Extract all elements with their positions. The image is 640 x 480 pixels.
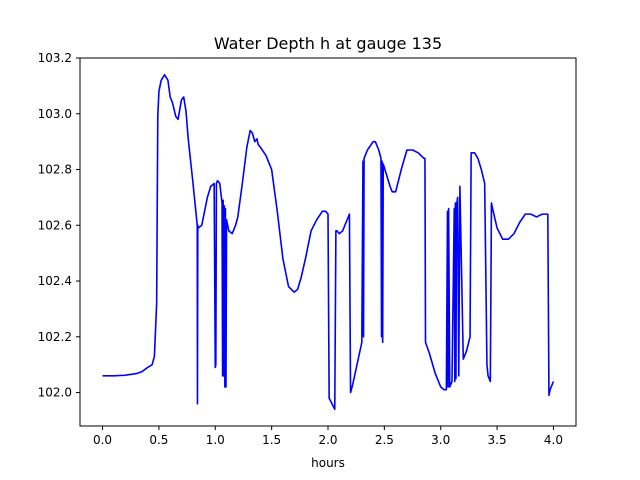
plot-area [102,73,555,411]
x-tick-label: 2.0 [318,433,337,447]
x-tick-label: 1.0 [206,433,225,447]
x-tick-label: 3.5 [488,433,507,447]
y-tick-label: 102.8 [38,163,72,177]
x-tick-label: 1.5 [262,433,281,447]
y-tick-label: 102.2 [38,330,72,344]
series-line-water-depth [102,73,555,411]
x-axis-label: hours [311,456,345,470]
x-tick-label: 2.5 [375,433,394,447]
y-tick-label: 103.2 [38,51,72,65]
y-tick-label: 103.0 [38,107,72,121]
x-tick-label: 0.5 [149,433,168,447]
x-tick-label: 4.0 [544,433,563,447]
y-axis-ticks: 102.0 102.2 102.4 102.6 102.8 103.0 103.2 [38,51,80,400]
x-axis-ticks: 0.0 0.5 1.0 1.5 2.0 2.5 3.0 3.5 4.0 [93,426,563,447]
y-tick-label: 102.0 [38,386,72,400]
x-tick-label: 0.0 [93,433,112,447]
x-tick-label: 3.0 [431,433,450,447]
y-tick-label: 102.4 [38,274,72,288]
chart-title: Water Depth h at gauge 135 [214,34,442,53]
y-tick-label: 102.6 [38,218,72,232]
